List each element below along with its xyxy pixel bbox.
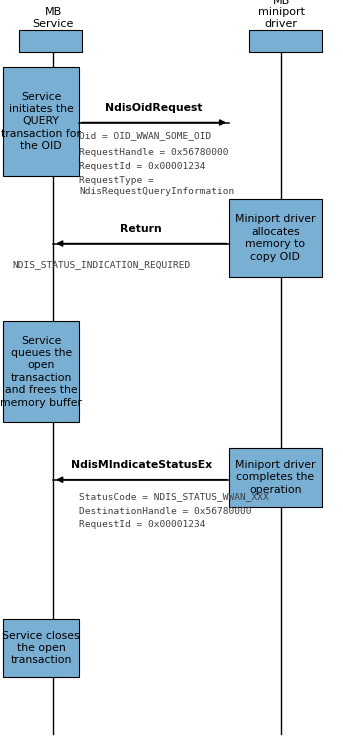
Text: Miniport driver
allocates
memory to
copy OID: Miniport driver allocates memory to copy… (235, 215, 316, 261)
Bar (249, 30, 322, 52)
Text: Oid = OID_WWAN_SOME_OID: Oid = OID_WWAN_SOME_OID (79, 131, 211, 140)
Text: NdisMIndicateStatusEx: NdisMIndicateStatusEx (71, 460, 212, 470)
Bar (3, 67, 79, 176)
Text: Service
queues the
open
transaction
and frees the
memory buffer: Service queues the open transaction and … (0, 336, 82, 407)
Text: RequestId = 0x00001234: RequestId = 0x00001234 (79, 520, 205, 529)
Text: RequestId = 0x00001234: RequestId = 0x00001234 (79, 162, 205, 170)
Text: NdisOidRequest: NdisOidRequest (105, 103, 203, 113)
Text: MB
miniport
driver: MB miniport driver (258, 0, 305, 29)
Bar (19, 30, 82, 52)
Text: RequestHandle = 0x56780000: RequestHandle = 0x56780000 (79, 148, 228, 156)
Bar (3, 619, 79, 677)
Text: DestinationHandle = 0x56780000: DestinationHandle = 0x56780000 (79, 507, 251, 516)
Text: StatusCode = NDIS_STATUS_WWAN_XXX: StatusCode = NDIS_STATUS_WWAN_XXX (79, 492, 269, 501)
Text: Miniport driver
completes the
operation: Miniport driver completes the operation (235, 460, 316, 495)
Text: RequestType =
NdisRequestQueryInformation: RequestType = NdisRequestQueryInformatio… (79, 176, 234, 196)
Text: Service closes
the open
transaction: Service closes the open transaction (2, 630, 80, 666)
Text: Return: Return (120, 224, 162, 234)
Text: NDIS_STATUS_INDICATION_REQUIRED: NDIS_STATUS_INDICATION_REQUIRED (12, 261, 190, 269)
Text: MB
Service: MB Service (33, 7, 74, 29)
Bar (229, 199, 322, 277)
Bar (229, 448, 322, 507)
Bar (3, 321, 79, 422)
Text: Service
initiates the
QUERY
transaction for
the OID: Service initiates the QUERY transaction … (1, 92, 81, 151)
